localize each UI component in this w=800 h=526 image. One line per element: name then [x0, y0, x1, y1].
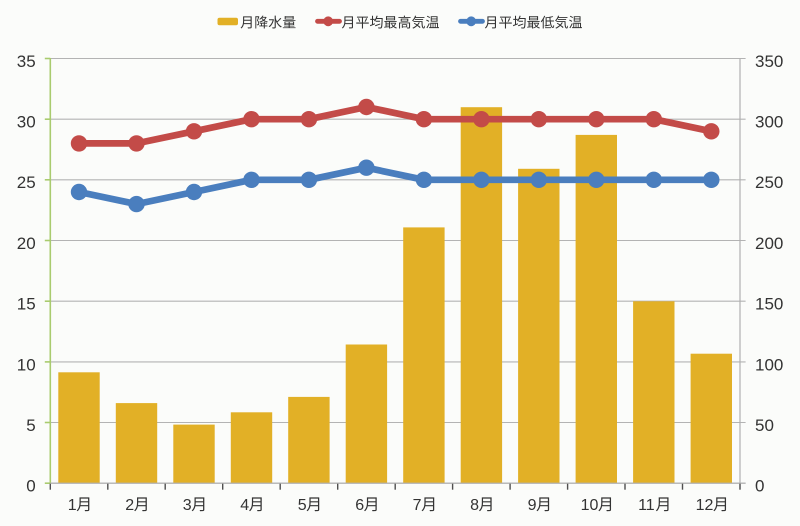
svg-text:0: 0 [26, 477, 35, 496]
svg-text:8: 8 [470, 497, 479, 514]
svg-text:50: 50 [755, 416, 774, 435]
svg-text:350: 350 [755, 52, 783, 71]
svg-text:9: 9 [528, 497, 537, 514]
svg-text:10: 10 [581, 497, 599, 514]
svg-text:12: 12 [696, 497, 714, 514]
svg-text:10: 10 [17, 355, 36, 374]
svg-text:300: 300 [755, 113, 783, 132]
svg-text:5: 5 [298, 497, 307, 514]
svg-text:7: 7 [413, 497, 422, 514]
svg-text:6: 6 [355, 497, 364, 514]
svg-text:30: 30 [17, 113, 36, 132]
svg-text:250: 250 [755, 173, 783, 192]
svg-text:20: 20 [17, 234, 36, 253]
svg-text:2: 2 [125, 497, 134, 514]
svg-text:100: 100 [755, 355, 783, 374]
svg-text:0: 0 [755, 477, 764, 496]
svg-text:4: 4 [240, 497, 249, 514]
svg-text:150: 150 [755, 295, 783, 314]
svg-text:15: 15 [17, 295, 36, 314]
svg-text:1: 1 [68, 497, 77, 514]
svg-text:3: 3 [183, 497, 192, 514]
svg-text:25: 25 [17, 173, 36, 192]
svg-text:200: 200 [755, 234, 783, 253]
svg-text:11: 11 [638, 497, 655, 514]
svg-text:5: 5 [26, 416, 35, 435]
svg-text:35: 35 [17, 52, 36, 71]
